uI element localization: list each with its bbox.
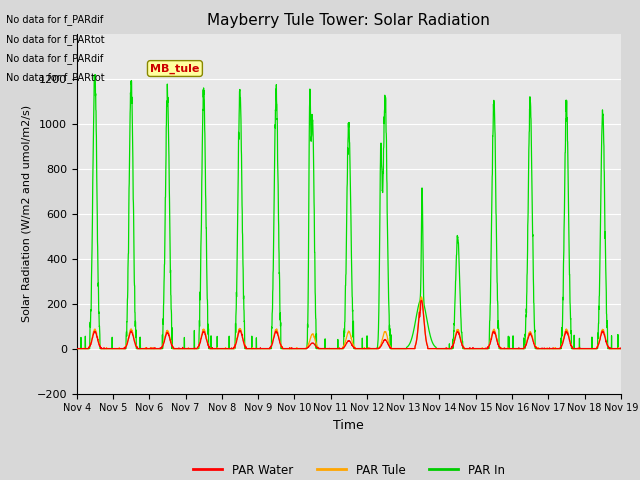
Text: No data for f_PARtot: No data for f_PARtot (6, 72, 105, 83)
X-axis label: Time: Time (333, 419, 364, 432)
Text: No data for f_PARdif: No data for f_PARdif (6, 53, 104, 64)
Y-axis label: Solar Radiation (W/m2 and umol/m2/s): Solar Radiation (W/m2 and umol/m2/s) (21, 105, 31, 322)
Text: No data for f_PARdif: No data for f_PARdif (6, 14, 104, 25)
Text: No data for f_PARtot: No data for f_PARtot (6, 34, 105, 45)
Title: Mayberry Tule Tower: Solar Radiation: Mayberry Tule Tower: Solar Radiation (207, 13, 490, 28)
Text: MB_tule: MB_tule (150, 63, 200, 73)
Legend: PAR Water, PAR Tule, PAR In: PAR Water, PAR Tule, PAR In (188, 459, 509, 480)
